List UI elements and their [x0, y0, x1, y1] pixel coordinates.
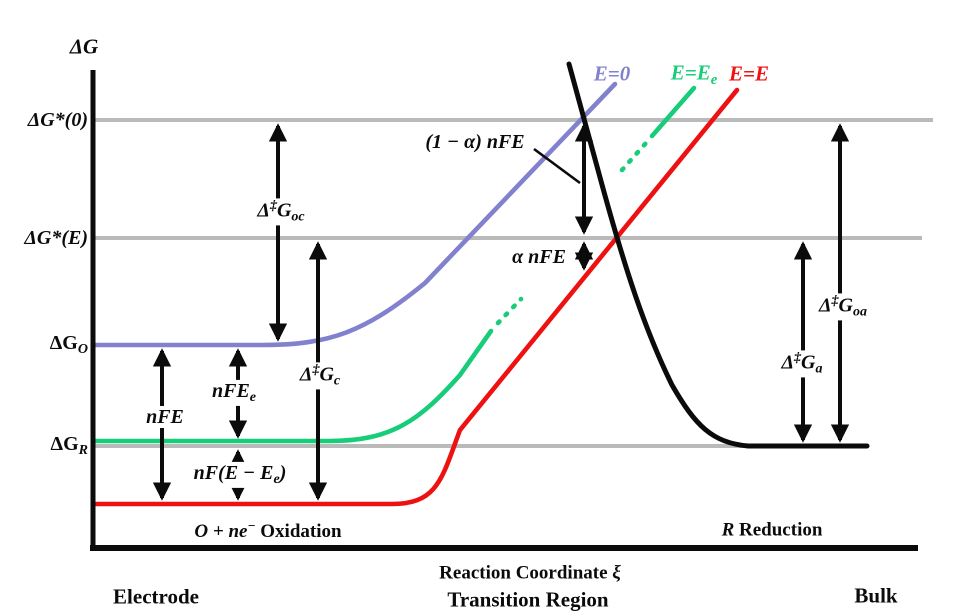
reduction-rest: Reduction [734, 519, 823, 541]
x-title-text: Reaction Coordinate [439, 562, 613, 584]
EEe-main: E=E [670, 60, 711, 85]
nFEe-main: nFE [211, 379, 250, 402]
dGR-sub: R [78, 443, 88, 459]
dGoc-sub: oc [291, 209, 305, 225]
leader-one-minus-alpha [533, 147, 581, 185]
curve-EEe-green-dots-upper [619, 140, 649, 173]
dGoc-g: G [276, 199, 292, 222]
label-one-minus-alpha-nFE: (1 − α) nFE [425, 131, 525, 153]
nFEmEe-sub: e [273, 472, 280, 488]
label-electrode: Electrode [113, 584, 199, 609]
label-alpha-nFE: α nFE [512, 246, 566, 268]
dGc-dagger: ‡ [312, 362, 320, 378]
x-title-symbol: ξ [612, 562, 621, 584]
x-axis-title: Reaction Coordinate ξ [439, 564, 621, 583]
dGO-sub: O [77, 342, 88, 358]
label-bulk: Bulk [854, 583, 898, 608]
label-oxidation: O + ne− Oxidation [194, 519, 341, 541]
x-axis-subtitle: Transition Region [447, 587, 609, 612]
curve-label-EE: E=E [729, 61, 769, 86]
reduction-r: R [721, 519, 735, 541]
y-axis-title: ΔG [69, 34, 99, 59]
oxidation-sup: − [247, 518, 256, 534]
dGa-g: G [801, 351, 816, 374]
curve-EEe-green-dots-lower [495, 296, 524, 326]
ytick-dG-star-0: ΔG*(0) [27, 109, 88, 131]
nFEmEe-post: ) [279, 461, 287, 484]
curve-reduction-black [566, 61, 870, 449]
dGc-g: G [319, 363, 334, 386]
curve-E0-blue [90, 81, 618, 348]
ytick-dG-O: ΔGO [50, 333, 88, 357]
label-nF-E-minus-Ee: nF(E − Ee) [189, 461, 291, 489]
label-dGoc: Δ‡Goc [253, 198, 309, 226]
dGO-main: ΔG [49, 331, 78, 354]
dGoa-delta: Δ [819, 294, 832, 317]
dGa-dagger: ‡ [794, 350, 802, 366]
label-dGc: Δ‡Gc [295, 362, 345, 390]
dGoa-sub: oa [853, 304, 867, 320]
dGa-sub: a [815, 361, 823, 377]
label-nFEe: nFEe [207, 379, 261, 407]
dGoa-g: G [838, 294, 853, 317]
dGoc-delta: Δ [257, 199, 270, 222]
dGoc-dagger: ‡ [269, 198, 277, 214]
curve-EE-red [90, 87, 740, 507]
EEe-sub: e [710, 71, 718, 88]
label-dGa: Δ‡Ga [777, 350, 827, 378]
label-reduction: R Reduction [722, 521, 823, 540]
nFEmEe-pre: nF(E − E [193, 461, 274, 484]
oxidation-rest: Oxidation [255, 520, 342, 542]
dGoa-dagger: ‡ [831, 293, 839, 309]
label-nFE: nFE [142, 406, 188, 428]
oxidation-pre: O + ne [194, 520, 248, 542]
dGc-delta: Δ [299, 363, 313, 386]
nFEe-sub: e [249, 390, 257, 406]
curve-label-E0: E=0 [593, 61, 631, 86]
label-dGoa: Δ‡Goa [815, 293, 871, 321]
curve-EEe-green-top [649, 85, 697, 139]
dGc-sub: c [333, 373, 341, 389]
dGR-main: ΔG [50, 432, 79, 455]
curve-EEe-green-solid [90, 328, 494, 444]
curve-label-EEe: E=Ee [671, 62, 718, 87]
dGa-delta: Δ [781, 351, 795, 374]
ytick-dG-R: ΔGR [51, 434, 88, 458]
ytick-dG-star-E: ΔG*(E) [24, 227, 88, 249]
